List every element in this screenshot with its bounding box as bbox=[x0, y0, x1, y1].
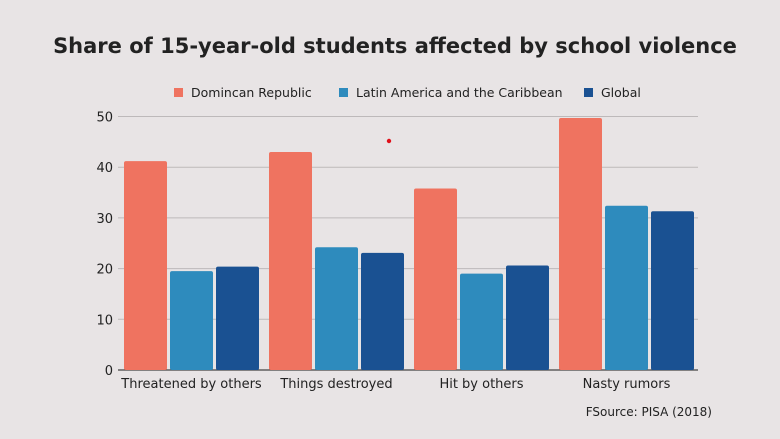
y-tick-label: 50 bbox=[96, 111, 113, 126]
x-tick-label: Hit by others bbox=[439, 377, 523, 392]
bar bbox=[506, 265, 549, 370]
x-tick-label: Threatened by others bbox=[120, 377, 262, 392]
bar bbox=[269, 151, 312, 370]
bar bbox=[216, 266, 259, 370]
legend-swatch bbox=[174, 88, 183, 97]
red-dot-mark bbox=[386, 138, 392, 144]
bar bbox=[170, 271, 213, 370]
y-tick-label: 40 bbox=[96, 161, 113, 176]
bar bbox=[460, 273, 503, 370]
y-tick-label: 20 bbox=[96, 263, 113, 278]
legend-label: Latin America and the Caribbean bbox=[356, 85, 563, 100]
x-tick-label: Nasty rumors bbox=[583, 377, 671, 392]
bar bbox=[605, 205, 648, 370]
bar bbox=[361, 252, 404, 370]
bars bbox=[124, 118, 694, 370]
bar bbox=[559, 118, 602, 370]
x-tick-label: Things destroyed bbox=[279, 377, 392, 392]
chart-title: Share of 15-year-old students affected b… bbox=[53, 34, 737, 58]
bar bbox=[124, 161, 167, 370]
x-axis-labels: Threatened by others Things destroyed Hit … bbox=[120, 377, 670, 392]
y-tick-label: 30 bbox=[96, 212, 113, 227]
legend: Domincan Republic Latin America and the C… bbox=[174, 85, 641, 100]
bar bbox=[414, 188, 457, 370]
legend-swatch bbox=[584, 88, 593, 97]
source-note: FSource: PISA (2018) bbox=[586, 405, 712, 419]
legend-swatch bbox=[339, 88, 348, 97]
y-tick-label: 10 bbox=[96, 313, 113, 328]
y-tick-label: 0 bbox=[105, 364, 113, 379]
bar bbox=[651, 211, 694, 370]
bar bbox=[315, 247, 358, 370]
legend-label: Domincan Republic bbox=[191, 85, 312, 100]
legend-label: Global bbox=[601, 85, 641, 100]
